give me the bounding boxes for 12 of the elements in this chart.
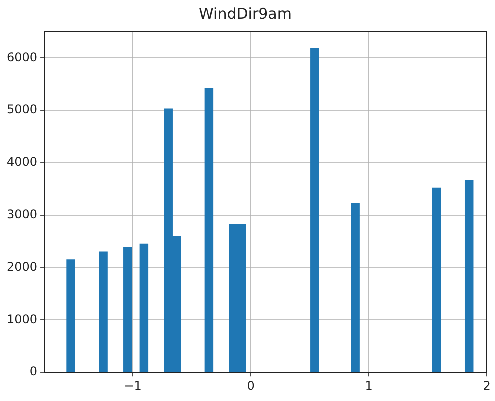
chart-title: WindDir9am	[199, 4, 292, 23]
y-tick-label: 6000	[6, 50, 38, 64]
y-tick-label: 0	[30, 364, 38, 379]
y-tick-label: 4000	[6, 155, 38, 170]
y-tick-label: 2000	[6, 260, 38, 274]
x-tick-label: 0	[247, 378, 255, 393]
x-tick-label: −1	[124, 378, 142, 393]
y-tick-label: 5000	[6, 102, 38, 117]
x-tick-label: 1	[365, 378, 373, 393]
y-tick-label: 3000	[6, 208, 38, 222]
x-tick-label: 2	[483, 378, 491, 393]
y-tick-label: 1000	[6, 312, 38, 326]
